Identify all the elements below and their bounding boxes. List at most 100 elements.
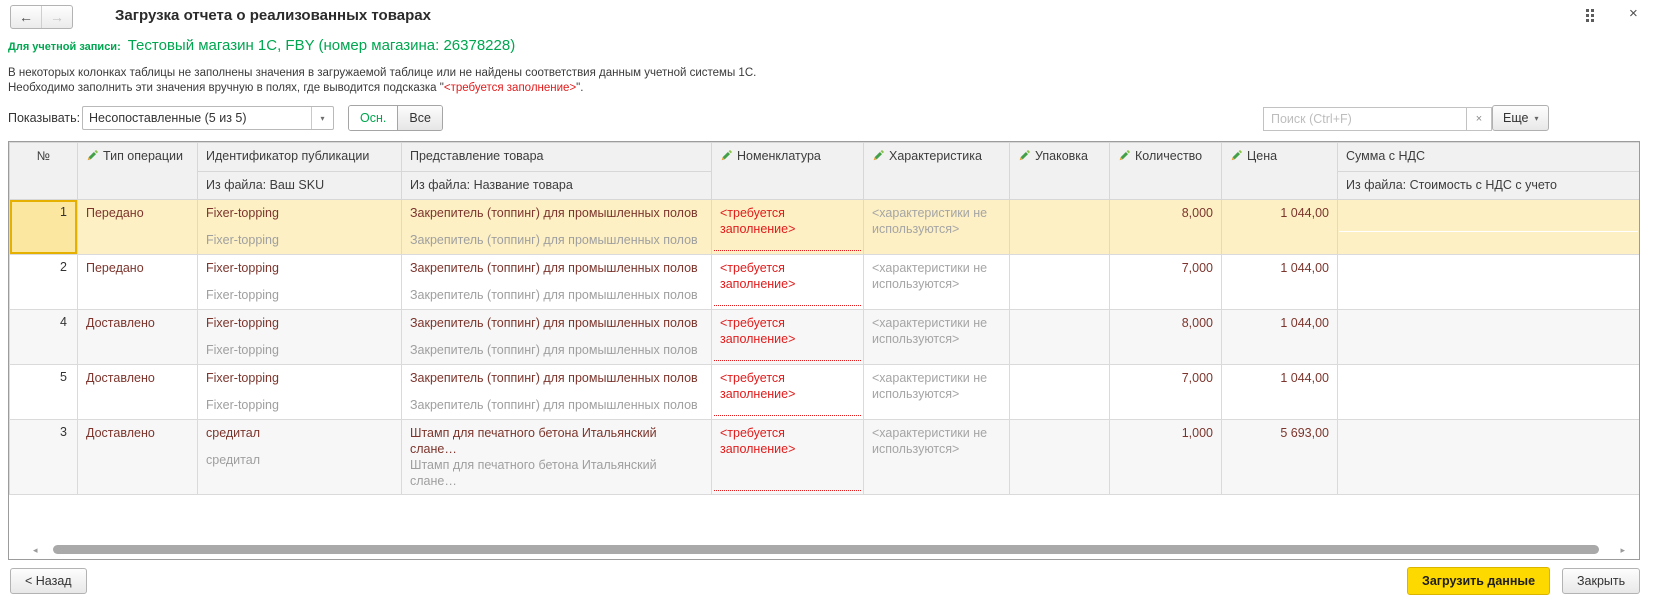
cell-sum[interactable] [1337,309,1639,365]
table-row[interactable]: 1 Передано Fixer-topping Fixer-topping За… [9,199,1639,255]
cell-nomenclature[interactable]: <требуется заполнение> [711,199,864,255]
cell-package[interactable] [1009,419,1110,495]
cell-package[interactable] [1009,309,1110,365]
cell-sum[interactable] [1337,419,1639,495]
cell-quantity[interactable]: 7,000 [1109,364,1222,420]
required-underline [714,250,861,251]
cell-num[interactable]: 5 [9,364,78,420]
table-row[interactable]: 5 Доставлено Fixer-topping Fixer-topping … [9,364,1639,420]
page-title: Загрузка отчета о реализованных товарах [115,7,431,24]
cell-pub-id[interactable]: средитал средитал [197,419,402,495]
col-header-price[interactable]: Цена [1221,142,1338,200]
scrollbar-thumb[interactable] [53,545,1599,554]
scroll-right-icon[interactable]: ▸ [1620,545,1625,555]
col-header-num[interactable]: № [9,142,78,200]
cell-operation[interactable]: Доставлено [77,309,198,365]
scroll-left-icon[interactable]: ◂ [33,545,38,555]
cell-sum[interactable] [1337,254,1639,310]
items-table: № Тип операции Идентификатор публикации … [9,142,1639,495]
col-subheader-product[interactable]: Из файла: Название товара [401,171,712,200]
cell-product[interactable]: Закрепитель (топпинг) для промышленных п… [401,364,712,420]
cell-price[interactable]: 1 044,00 [1221,254,1338,310]
more-button[interactable]: Еще ▾ [1492,105,1550,131]
cell-product[interactable]: Закрепитель (топпинг) для промышленных п… [401,199,712,255]
col-header-pub-id[interactable]: Идентификатор публикации [197,142,402,172]
required-hint-sample: <требуется заполнение> [443,82,577,94]
load-data-button[interactable]: Загрузить данные [1407,567,1551,595]
cell-num[interactable]: 4 [9,309,78,365]
cell-nomenclature[interactable]: <требуется заполнение> [711,254,864,310]
back-button[interactable]: < Назад [10,568,87,594]
cell-num[interactable]: 2 [9,254,78,310]
cell-price[interactable]: 1 044,00 [1221,309,1338,365]
cell-characteristic[interactable]: <характеристики не используются> [863,309,1010,365]
col-header-package[interactable]: Упаковка [1009,142,1110,200]
cell-quantity[interactable]: 8,000 [1109,199,1222,255]
search-clear-icon[interactable]: × [1466,108,1491,130]
cell-num[interactable]: 3 [9,419,78,495]
cell-package[interactable] [1009,199,1110,255]
more-menu-icon[interactable] [1586,9,1594,22]
cell-nomenclature[interactable]: <требуется заполнение> [711,364,864,420]
close-icon[interactable]: × [1629,5,1638,22]
chevron-down-icon: ▾ [1534,113,1539,123]
search-input[interactable] [1264,108,1466,130]
segment-main-button[interactable]: Осн. [349,106,398,130]
cell-quantity[interactable]: 8,000 [1109,309,1222,365]
cell-characteristic[interactable]: <характеристики не используются> [863,199,1010,255]
notice-text: В некоторых колонках таблицы не заполнен… [8,66,756,96]
cell-sum[interactable] [1337,199,1639,255]
edit-pencil-icon [1231,150,1242,161]
required-underline [714,360,861,361]
col-header-nomenclature[interactable]: Номенклатура [711,142,864,200]
segment-all-button[interactable]: Все [397,106,442,130]
cell-pub-id[interactable]: Fixer-topping Fixer-topping [197,309,402,365]
cell-operation[interactable]: Доставлено [77,364,198,420]
cell-product[interactable]: Закрепитель (топпинг) для промышленных п… [401,309,712,365]
cell-num[interactable]: 1 [9,199,78,255]
close-button[interactable]: Закрыть [1562,568,1641,594]
required-underline [714,490,861,491]
col-header-sum[interactable]: Сумма с НДС [1337,142,1639,172]
cell-pub-id[interactable]: Fixer-topping Fixer-topping [197,254,402,310]
cell-characteristic[interactable]: <характеристики не используются> [863,364,1010,420]
table-row[interactable]: 3 Доставлено средитал средитал Штамп для … [9,419,1639,495]
cell-pub-id[interactable]: Fixer-topping Fixer-topping [197,364,402,420]
notice-line2: Необходимо заполнить эти значения вручну… [8,82,584,94]
view-segment: Осн. Все [348,105,443,131]
items-grid: № Тип операции Идентификатор публикации … [8,141,1640,560]
account-label: Для учетной записи: [8,41,121,53]
cell-sum[interactable] [1337,364,1639,420]
show-label: Показывать: [8,111,81,125]
cell-product[interactable]: Штамп для печатного бетона Итальянский с… [401,419,712,495]
cell-nomenclature[interactable]: <требуется заполнение> [711,309,864,365]
cell-price[interactable]: 5 693,00 [1221,419,1338,495]
cell-package[interactable] [1009,364,1110,420]
filter-dropdown[interactable]: Несопоставленные (5 из 5) ▾ [82,106,334,130]
cell-quantity[interactable]: 1,000 [1109,419,1222,495]
edit-pencil-icon [1119,150,1130,161]
cell-package[interactable] [1009,254,1110,310]
cell-quantity[interactable]: 7,000 [1109,254,1222,310]
cell-operation[interactable]: Передано [77,199,198,255]
cell-price[interactable]: 1 044,00 [1221,364,1338,420]
col-header-operation[interactable]: Тип операции [77,142,198,200]
forward-arrow-icon[interactable]: → [41,6,72,28]
cell-price[interactable]: 1 044,00 [1221,199,1338,255]
cell-pub-id[interactable]: Fixer-topping Fixer-topping [197,199,402,255]
cell-operation[interactable]: Доставлено [77,419,198,495]
table-row[interactable]: 4 Доставлено Fixer-topping Fixer-topping … [9,309,1639,365]
cell-nomenclature[interactable]: <требуется заполнение> [711,419,864,495]
back-arrow-icon[interactable]: ← [19,9,33,25]
cell-product[interactable]: Закрепитель (топпинг) для промышленных п… [401,254,712,310]
cell-characteristic[interactable]: <характеристики не используются> [863,419,1010,495]
cell-characteristic[interactable]: <характеристики не используются> [863,254,1010,310]
edit-pencil-icon [1019,150,1030,161]
col-header-characteristic[interactable]: Характеристика [863,142,1010,200]
col-header-quantity[interactable]: Количество [1109,142,1222,200]
col-subheader-sum[interactable]: Из файла: Стоимость с НДС с учето [1337,171,1639,200]
cell-operation[interactable]: Передано [77,254,198,310]
table-row[interactable]: 2 Передано Fixer-topping Fixer-topping За… [9,254,1639,310]
col-header-product[interactable]: Представление товара [401,142,712,172]
col-subheader-pub-id[interactable]: Из файла: Ваш SKU [197,171,402,200]
